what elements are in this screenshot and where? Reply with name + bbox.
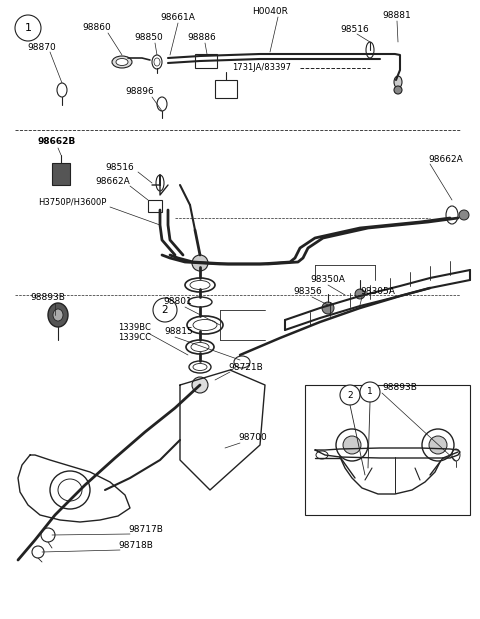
Bar [305,385,470,515]
Circle shape [429,436,447,454]
Text: 2: 2 [347,391,353,399]
Circle shape [322,302,334,314]
Text: 98516: 98516 [105,163,134,173]
Text: 98718B: 98718B [118,542,153,550]
Text: 1339BC: 1339BC [118,324,151,332]
Circle shape [192,255,208,271]
Text: H3750P/H3600P: H3750P/H3600P [38,197,107,207]
Text: 98886: 98886 [188,33,216,43]
Text: 98870: 98870 [28,43,56,51]
Ellipse shape [394,76,402,88]
Text: 1: 1 [24,23,32,33]
Text: 98881: 98881 [383,12,411,20]
Ellipse shape [53,309,63,321]
Circle shape [340,385,360,405]
Ellipse shape [116,59,128,66]
Text: 98662A: 98662A [95,178,130,186]
Text: 98721B: 98721B [228,363,263,373]
Bar [148,200,162,212]
Text: 98896: 98896 [126,87,155,97]
Text: 98815: 98815 [164,327,193,337]
Text: 98850: 98850 [134,33,163,43]
Text: 98700: 98700 [238,433,267,443]
Text: 1: 1 [367,387,373,397]
Text: H0040R: H0040R [252,7,288,17]
Circle shape [422,429,454,461]
Text: 98893B: 98893B [382,384,417,392]
Circle shape [355,289,365,299]
Text: 98516: 98516 [341,25,370,35]
Circle shape [153,298,177,322]
Circle shape [336,429,368,461]
Text: 98662B: 98662B [38,137,76,147]
Bar [52,163,70,185]
Text: 98893B: 98893B [30,293,65,303]
Text: 98350A: 98350A [311,275,346,285]
Circle shape [360,382,380,402]
Circle shape [394,86,402,94]
Bar [195,54,217,68]
Circle shape [192,377,208,393]
Circle shape [459,210,469,220]
Bar [215,80,237,98]
Text: 98305A: 98305A [360,287,395,297]
Text: 98860: 98860 [83,24,111,33]
Circle shape [343,436,361,454]
Ellipse shape [112,56,132,68]
Text: 1339CC: 1339CC [118,334,151,342]
Text: 2: 2 [162,305,168,315]
Circle shape [15,15,41,41]
Text: 98661A: 98661A [161,14,195,22]
Text: 98356: 98356 [294,287,323,297]
Text: 98717B: 98717B [128,526,163,534]
Text: 1731JA/83397: 1731JA/83397 [232,64,291,72]
Text: 98801: 98801 [164,298,192,306]
Text: 98662A: 98662A [428,155,463,165]
Ellipse shape [48,303,68,327]
